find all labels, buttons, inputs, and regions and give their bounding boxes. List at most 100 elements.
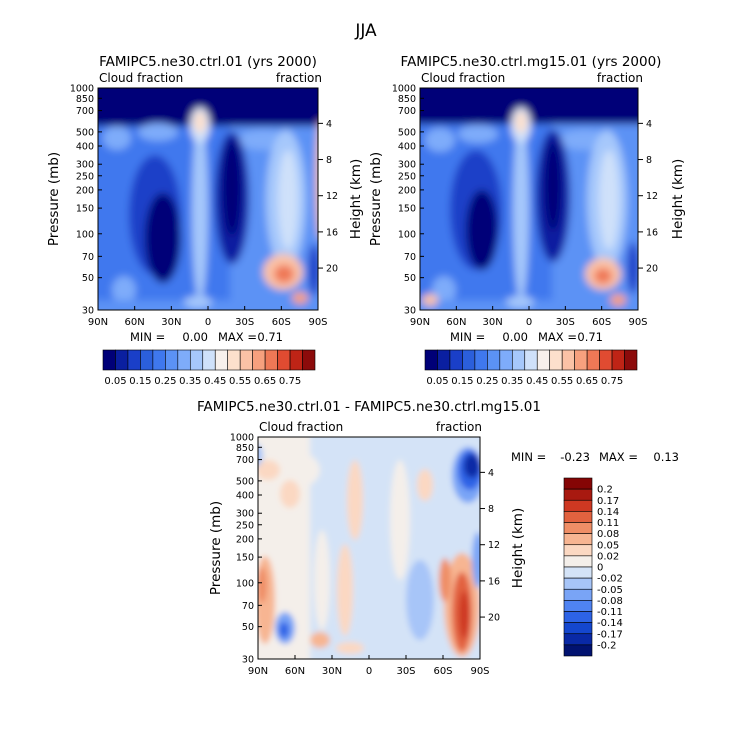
- y-tick-label: 150: [398, 204, 416, 215]
- y-tick-label: 200: [236, 534, 254, 545]
- colorbar-label: -0.11: [597, 607, 623, 618]
- colorbar-label: 0.35: [501, 376, 523, 387]
- y-tick-label: 1000: [70, 84, 94, 95]
- y-tick-label: 150: [76, 204, 94, 215]
- y-tick-label: 70: [242, 601, 254, 612]
- colorbar-swatch: [239, 349, 253, 371]
- y-tick-label: 100: [398, 229, 416, 240]
- height-tick-label: 12: [488, 540, 500, 551]
- colorbar-swatch: [563, 577, 593, 590]
- colorbar-swatch: [289, 349, 303, 371]
- panel-3-ylabel: Pressure (mb): [208, 501, 224, 595]
- panel-1-ylabel-right: Height (km): [348, 159, 364, 239]
- height-tick-label: 4: [488, 468, 494, 479]
- colorbar-swatch: [563, 622, 593, 635]
- colorbar-swatch: [586, 349, 600, 371]
- colorbar-swatch: [563, 544, 593, 557]
- panel-2-contour-field: [420, 88, 638, 310]
- y-tick-label: 300: [236, 509, 254, 520]
- colorbar-label: 0.45: [526, 376, 548, 387]
- colorbar-label: -0.17: [597, 629, 623, 640]
- colorbar-swatch: [115, 349, 129, 371]
- panel-2-min-label: MIN =: [450, 330, 485, 344]
- colorbar-swatch: [140, 349, 154, 371]
- height-tick-label: 8: [488, 504, 494, 515]
- height-tick-label: 20: [646, 264, 658, 275]
- colorbar-label: 0.45: [204, 376, 226, 387]
- panel-3-min-label: MIN =: [511, 450, 546, 464]
- colorbar-swatch: [599, 349, 613, 371]
- colorbar-label: 0.25: [476, 376, 498, 387]
- colorbar-label: 0.05: [426, 376, 448, 387]
- colorbar-swatch: [549, 349, 563, 371]
- colorbar-label: 0.55: [551, 376, 573, 387]
- x-tick-label: 90N: [410, 317, 430, 328]
- colorbar-label: 0.25: [154, 376, 176, 387]
- panel-3-ticks: [257, 436, 485, 660]
- colorbar-swatch: [214, 349, 229, 371]
- y-tick-label: 30: [404, 306, 416, 317]
- x-tick-label: 0: [526, 317, 532, 328]
- y-tick-label: 250: [398, 171, 416, 182]
- colorbar-label: -0.02: [597, 574, 623, 585]
- colorbar-swatch: [574, 349, 588, 371]
- panel-1-min-label: MIN =: [130, 330, 165, 344]
- colorbar-swatch: [563, 488, 593, 501]
- x-tick-label: 60S: [433, 666, 452, 677]
- colorbar-swatch: [563, 633, 593, 646]
- panel-1-max-label: MAX =: [218, 330, 257, 344]
- colorbar-swatch: [624, 349, 638, 371]
- panel-1-ylabel: Pressure (mb): [46, 152, 62, 246]
- panel-1-min-value: 0.00: [182, 330, 208, 344]
- panel-2-title: FAMIPC5.ne30.ctrl.mg15.01 (yrs 2000): [401, 54, 662, 70]
- colorbar-swatch: [611, 349, 625, 371]
- colorbar-label: 0: [597, 563, 603, 574]
- colorbar-swatch: [437, 349, 451, 371]
- y-tick-label: 500: [76, 127, 94, 138]
- x-tick-label: 30N: [322, 666, 342, 677]
- colorbar-swatch: [277, 349, 291, 371]
- panel-3-contour-field: [258, 437, 480, 659]
- colorbar-swatch: [524, 349, 538, 371]
- panel-2-ylabel: Pressure (mb): [368, 152, 384, 246]
- colorbar-swatch: [511, 349, 526, 371]
- panel-1-title: FAMIPC5.ne30.ctrl.01 (yrs 2000): [99, 54, 317, 70]
- panel-3-labels: 100085070050040030025020015010070503090N…: [230, 433, 500, 678]
- panel-2-colorbar: 0.05 0.15 0.25 0.35 0.45 0.55 0.65 0.75: [424, 349, 638, 387]
- y-tick-label: 400: [236, 491, 254, 502]
- colorbar-label: 0.08: [597, 529, 619, 540]
- x-tick-label: 90S: [308, 317, 327, 328]
- height-tick-label: 12: [326, 191, 338, 202]
- y-tick-label: 200: [76, 185, 94, 196]
- y-tick-label: 70: [82, 252, 94, 263]
- colorbar-swatch: [563, 477, 593, 490]
- colorbar-swatch: [536, 349, 551, 371]
- colorbar-swatch: [563, 499, 593, 512]
- x-tick-label: 90N: [248, 666, 268, 677]
- x-tick-label: 90S: [470, 666, 489, 677]
- panel-2-ticks: [419, 87, 643, 311]
- y-tick-label: 700: [76, 106, 94, 117]
- colorbar-swatch: [563, 566, 593, 579]
- y-tick-label: 700: [236, 455, 254, 466]
- y-tick-label: 1000: [392, 84, 416, 95]
- colorbar-label: 0.35: [179, 376, 201, 387]
- x-tick-label: 30S: [396, 666, 415, 677]
- y-tick-label: 30: [242, 655, 254, 666]
- colorbar-swatch: [499, 349, 513, 371]
- colorbar-label: 0.65: [254, 376, 276, 387]
- colorbar-swatch: [152, 349, 166, 371]
- colorbar-swatch: [563, 600, 593, 612]
- colorbar-label: 0.05: [597, 540, 619, 551]
- colorbar-swatch: [561, 349, 575, 371]
- colorbar-swatch: [127, 349, 141, 371]
- colorbar-label: 0.17: [597, 496, 619, 507]
- colorbar-swatch: [563, 533, 593, 546]
- x-tick-label: 60N: [125, 317, 145, 328]
- colorbar-label: 0.65: [576, 376, 598, 387]
- y-tick-label: 250: [236, 520, 254, 531]
- height-tick-label: 16: [646, 227, 658, 238]
- colorbar-label: 0.75: [601, 376, 623, 387]
- colorbar-swatch: [449, 349, 463, 371]
- panel-2-left-subtitle: Cloud fraction: [421, 71, 505, 85]
